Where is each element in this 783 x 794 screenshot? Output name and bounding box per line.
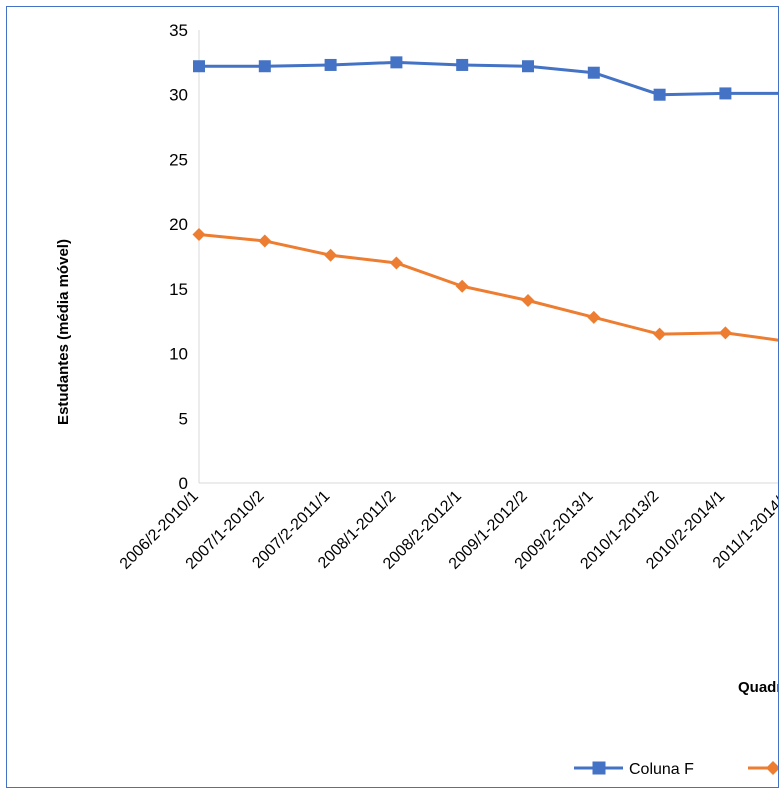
legend-marker-coluna-f [592,761,606,775]
data-point-marker [324,58,337,71]
y-tick-label: 35 [169,21,188,40]
data-point-marker [456,58,469,71]
data-point-marker [653,327,667,341]
series-area [192,56,778,342]
y-tick-label: 15 [169,280,188,299]
legend-label-coluna-f: Coluna F [629,761,694,778]
series-1-line [198,233,778,342]
data-point-marker [258,234,272,248]
chart-frame: 0 5 10 15 20 25 30 35 2006/2-2010/1 2007/1-2010/… [6,6,779,788]
y-tick-label: 5 [179,409,188,428]
line-chart: 0 5 10 15 20 25 30 35 2006/2-2010/12007/1-2010/… [55,21,779,778]
legend-marker-series-2 [766,761,778,775]
y-tick-label: 0 [179,474,188,493]
y-axis: 0 5 10 15 20 25 30 35 [169,21,200,493]
data-point-marker [587,310,601,324]
data-point-marker [587,66,600,79]
data-point-marker [193,60,205,73]
data-point-marker [522,60,534,73]
data-point-marker [719,87,732,100]
series-0-line [199,60,778,97]
y-axis-title: Estudantes (média móvel) [55,239,72,425]
y-tick-label: 20 [169,215,188,234]
x-axis-title: Quadr [738,679,779,696]
y-tick-label: 30 [169,86,188,105]
data-point-marker [324,248,338,262]
y-tick-label: 10 [169,345,188,364]
data-point-marker [521,294,535,308]
data-point-marker [455,279,469,293]
data-point-marker [192,227,206,241]
data-point-marker [718,326,732,340]
x-axis: 2006/2-2010/12007/1-2010/22007/2-2011/12… [117,482,778,573]
legend: Coluna F [574,761,778,778]
data-point-marker [258,60,271,73]
y-tick-label: 25 [169,150,188,169]
data-point-marker [390,56,403,69]
data-point-marker [389,256,403,270]
data-point-marker [653,88,666,101]
